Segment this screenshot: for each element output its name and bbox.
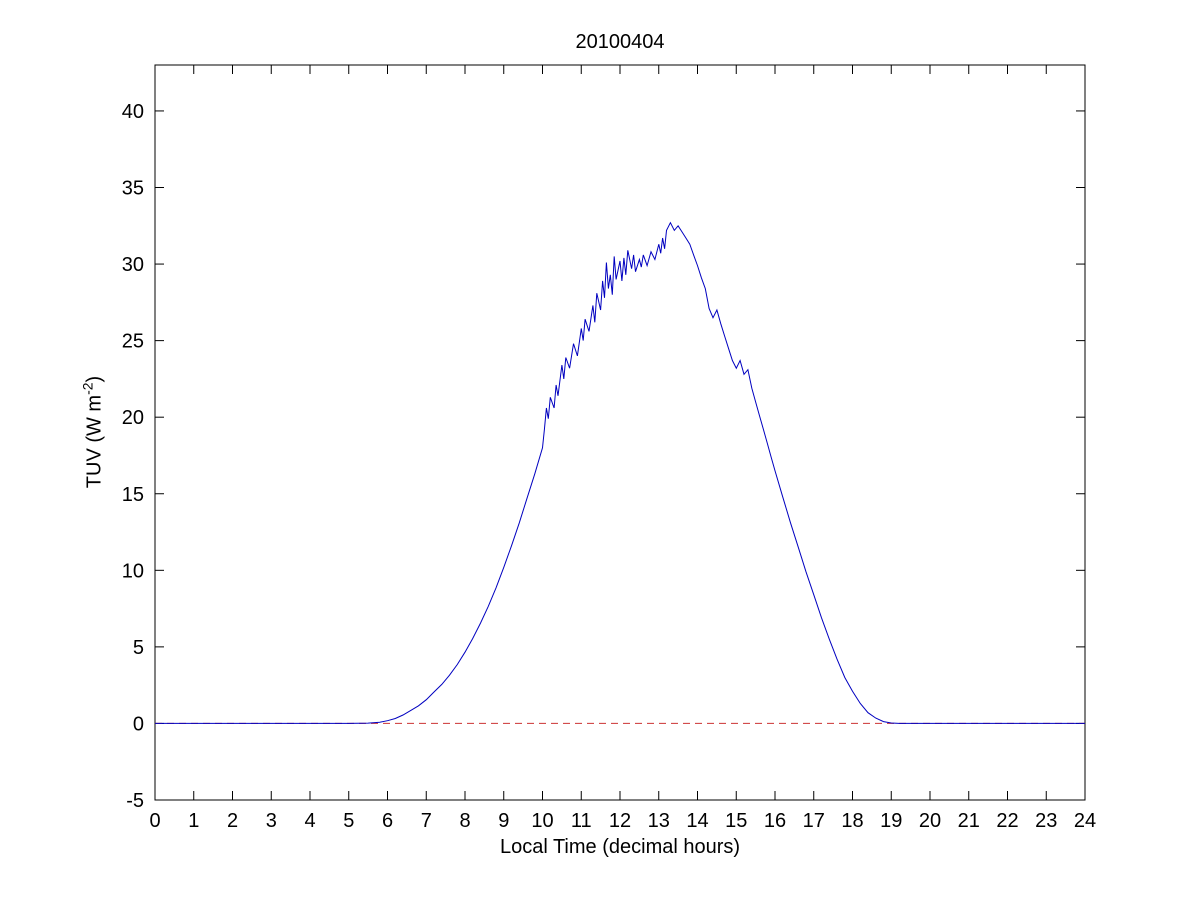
x-tick-label: 11 [571, 810, 592, 832]
x-tick-label: 3 [266, 810, 277, 832]
x-tick-label: 22 [996, 810, 1018, 832]
y-axis-label-superscript: -2 [79, 382, 96, 395]
x-tick-label: 19 [880, 810, 902, 832]
series-TUV-irradiance [155, 221, 1085, 724]
x-tick-label: 4 [304, 810, 315, 832]
x-tick-label: 20 [919, 810, 941, 832]
x-axis-label: Local Time (decimal hours) [499, 836, 741, 858]
y-tick-label: 30 [122, 254, 144, 276]
y-axis-label: TUV (W m-2) [80, 376, 107, 488]
x-tick-label: 5 [343, 810, 354, 832]
x-tick-label: 9 [498, 810, 509, 832]
x-tick-label: 13 [648, 810, 670, 832]
x-tick-label: 10 [531, 810, 553, 832]
y-tick-label: 40 [122, 101, 144, 123]
x-tick-label: 8 [459, 810, 470, 832]
x-tick-label: 16 [764, 810, 786, 832]
x-tick-label: 1 [188, 810, 199, 832]
x-tick-label: 0 [149, 810, 160, 832]
x-tick-label: 23 [1035, 810, 1057, 832]
x-tick-label: 24 [1074, 810, 1096, 832]
y-tick-label: 15 [122, 484, 144, 506]
y-axis-label-text: TUV (W m [83, 394, 106, 489]
chart-title: 20100404 [575, 31, 665, 53]
y-tick-label: 10 [122, 560, 144, 582]
x-tick-label: 14 [686, 810, 708, 832]
y-tick-label: 20 [122, 407, 144, 429]
y-tick-label: 5 [133, 637, 144, 659]
x-tick-label: 15 [725, 810, 747, 832]
axes-box [154, 64, 1086, 801]
y-tick-label: 0 [133, 713, 144, 735]
x-tick-label: 6 [382, 810, 393, 832]
x-tick-label: 7 [421, 810, 432, 832]
x-tick-label: 21 [958, 810, 980, 832]
y-tick-label: -5 [126, 790, 144, 812]
x-tick-label: 2 [227, 810, 238, 832]
x-tick-label: 18 [841, 810, 863, 832]
y-tick-label: 35 [122, 178, 144, 200]
x-tick-label: 17 [803, 810, 825, 832]
y-axis-label-suffix: ) [83, 375, 106, 383]
x-tick-label: 12 [609, 810, 631, 832]
y-tick-label: 25 [122, 331, 144, 353]
